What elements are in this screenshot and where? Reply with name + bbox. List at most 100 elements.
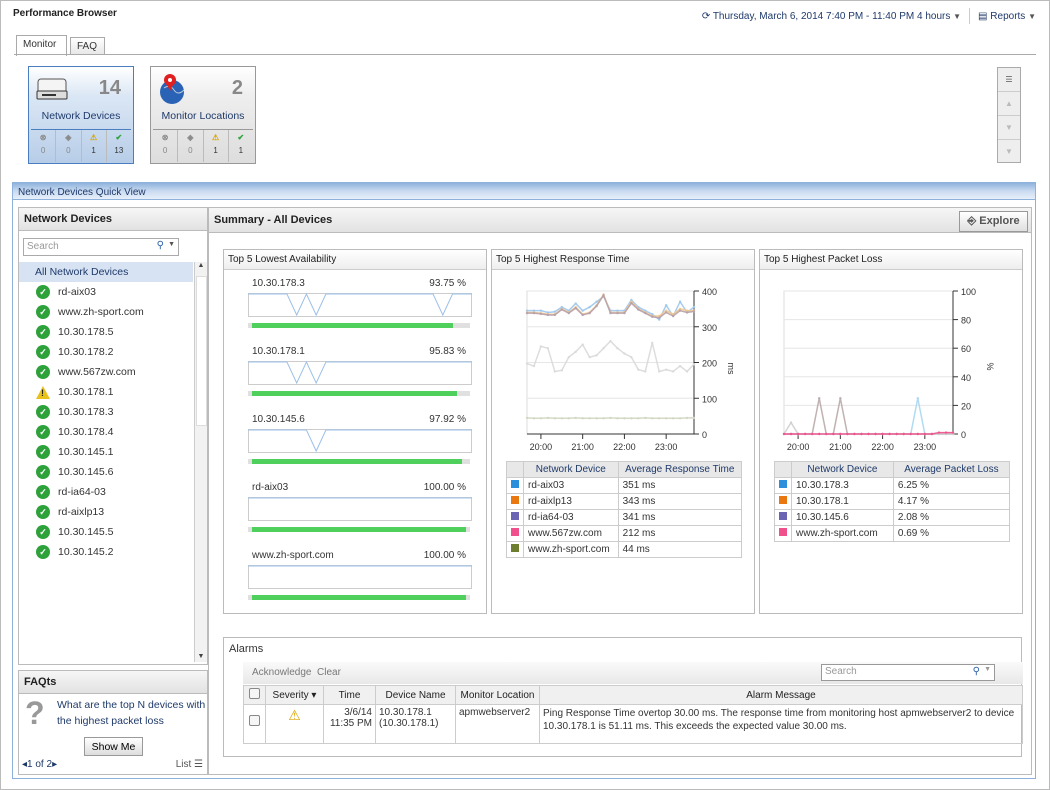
data-point xyxy=(916,397,919,400)
scroll-end-icon[interactable]: ▼ xyxy=(1005,147,1013,156)
list-item[interactable]: ✓ 10.30.145.1 xyxy=(19,442,193,462)
list-item[interactable]: ✓ 10.30.178.3 xyxy=(19,402,193,422)
list-item[interactable]: ! 10.30.178.1 xyxy=(19,382,193,402)
acknowledge-button[interactable]: Acknowledge xyxy=(252,667,312,678)
alarm-device: 10.30.178.1 (10.30.178.1) xyxy=(375,704,456,744)
scrollbar[interactable]: ▲ ▼ xyxy=(194,262,207,662)
faq-list-link[interactable]: List ☰ xyxy=(175,759,203,770)
list-view-icon[interactable]: ☰ xyxy=(998,68,1020,92)
list-item[interactable]: ✓ 10.30.145.2 xyxy=(19,542,193,562)
availability-item[interactable]: 10.30.178.1 95.83 % xyxy=(248,346,472,396)
data-point xyxy=(546,311,550,314)
data-point xyxy=(651,417,654,420)
series-color-swatch xyxy=(511,512,519,520)
column-header[interactable]: Average Response Time xyxy=(617,461,743,478)
y-tick-label: 0 xyxy=(702,430,707,440)
stat-warning[interactable]: ⚠ 1 xyxy=(204,130,229,162)
data-point xyxy=(644,370,647,373)
column-header-time[interactable]: Time xyxy=(323,685,376,705)
table-row[interactable]: 10.30.145.6 2.08 % xyxy=(774,509,1011,526)
column-header-message[interactable]: Alarm Message xyxy=(539,685,1023,705)
list-item-all-devices[interactable]: All Network Devices xyxy=(19,262,193,282)
table-row[interactable]: www.567zw.com 212 ms xyxy=(506,525,743,542)
alarm-row[interactable]: ⚠ 3/6/14 11:35 PM 10.30.178.1 (10.30.178… xyxy=(243,704,1023,744)
table-row[interactable]: 10.30.178.1 4.17 % xyxy=(774,493,1011,510)
clear-button[interactable]: Clear xyxy=(317,667,341,678)
tab-monitor[interactable]: Monitor xyxy=(16,35,67,56)
column-header-severity[interactable]: Severity ▾ xyxy=(265,685,324,705)
tile-network-devices[interactable]: 14 Network Devices ⊗ 0 ◈ 0 ⚠ 1 ✔ 13 xyxy=(28,66,134,164)
check-icon: ✓ xyxy=(36,545,50,559)
tile-scroller[interactable]: ☰ ▲ ▼ ▼ xyxy=(997,67,1021,163)
table-row[interactable]: www.zh-sport.com 0.69 % xyxy=(774,525,1011,542)
reports-menu[interactable]: ▤ Reports ▼ xyxy=(978,10,1036,22)
stat-unknown[interactable]: ◈ 0 xyxy=(56,130,82,162)
time-range-selector[interactable]: ⟳ Thursday, March 6, 2014 7:40 PM - 11:4… xyxy=(701,10,962,22)
table-row[interactable]: 10.30.178.3 6.25 % xyxy=(774,477,1011,494)
explore-button[interactable]: ⎆ Explore xyxy=(959,211,1028,232)
scroll-up-icon[interactable]: ▲ xyxy=(998,92,1020,116)
data-point xyxy=(692,305,696,309)
data-point xyxy=(630,301,633,305)
list-item[interactable]: ✓ rd-ia64-03 xyxy=(19,482,193,502)
tile-monitor-locations[interactable]: 2 Monitor Locations ⊗ 0 ◈ 0 ⚠ 1 ✔ 1 xyxy=(150,66,256,164)
data-point xyxy=(574,306,577,310)
stat-down[interactable]: ⊗ 0 xyxy=(31,130,57,162)
column-header[interactable]: Network Device xyxy=(791,461,894,478)
data-point xyxy=(602,347,605,350)
alarm-location: apmwebserver2 xyxy=(455,704,540,744)
faqts-panel: FAQts ? What are the top N devices with … xyxy=(18,670,208,775)
data-point xyxy=(678,300,682,303)
availability-bar-fill xyxy=(252,459,462,464)
scroll-down-icon[interactable]: ▼ xyxy=(998,116,1020,140)
alarms-table: Severity ▾ Time Device Name Monitor Loca… xyxy=(243,685,1023,744)
table-row[interactable]: www.zh-sport.com 44 ms xyxy=(506,541,743,558)
data-point xyxy=(664,304,668,307)
list-item[interactable]: ✓ 10.30.145.5 xyxy=(19,522,193,542)
stat-ok[interactable]: ✔ 13 xyxy=(114,133,124,155)
data-point xyxy=(532,364,536,368)
list-item[interactable]: ✓ 10.30.178.2 xyxy=(19,342,193,362)
list-item[interactable]: ✓ 10.30.178.4 xyxy=(19,422,193,442)
search-icon[interactable]: ⚲ xyxy=(156,240,164,251)
availability-item[interactable]: www.zh-sport.com 100.00 % xyxy=(248,550,472,600)
data-point xyxy=(685,416,689,420)
column-header[interactable]: Average Packet Loss xyxy=(892,461,1011,478)
availability-item[interactable]: 10.30.178.3 93.75 % xyxy=(248,278,472,328)
y-tick-label: 200 xyxy=(702,359,717,369)
stat-warning[interactable]: ⚠ 1 xyxy=(82,130,107,162)
alarm-search-input[interactable]: Search ⚲ ▼ xyxy=(821,664,995,681)
list-item[interactable]: ✓ 10.30.145.6 xyxy=(19,462,193,482)
table-row[interactable]: rd-aixlp13 343 ms xyxy=(506,493,743,510)
y-tick-label: 300 xyxy=(702,323,717,333)
faq-pager[interactable]: ◂1 of 2▸ xyxy=(22,759,58,770)
data-point xyxy=(525,311,529,315)
availability-item[interactable]: 10.30.145.6 97.92 % xyxy=(248,414,472,464)
data-point xyxy=(616,311,619,315)
stat-down[interactable]: ⊗ 0 xyxy=(153,130,179,162)
sparkline-line xyxy=(248,293,472,317)
availability-item[interactable]: rd-aix03 100.00 % xyxy=(248,482,472,532)
device-search-input[interactable]: Search ⚲ ▼ xyxy=(23,238,179,256)
chevron-down-icon[interactable]: ▼ xyxy=(168,241,175,248)
list-item[interactable]: ✓ 10.30.178.5 xyxy=(19,322,193,342)
table-row[interactable]: rd-aix03 351 ms xyxy=(506,477,743,494)
device-name: rd-aix03 xyxy=(58,286,96,298)
list-item[interactable]: ✓ rd-aix03 xyxy=(19,282,193,302)
table-row[interactable]: rd-ia64-03 341 ms xyxy=(506,509,743,526)
data-point xyxy=(881,432,884,436)
tab-faq[interactable]: FAQ xyxy=(70,37,105,55)
column-header[interactable]: Network Device xyxy=(523,461,619,478)
list-item[interactable]: ✓ rd-aixlp13 xyxy=(19,502,193,522)
select-all-checkbox[interactable] xyxy=(249,688,260,699)
column-header-device[interactable]: Device Name xyxy=(375,685,456,705)
list-item[interactable]: ✓ www.zh-sport.com xyxy=(19,302,193,322)
stat-unknown[interactable]: ◈ 0 xyxy=(178,130,204,162)
row-checkbox[interactable] xyxy=(249,715,260,726)
list-item[interactable]: ✓ www.567zw.com xyxy=(19,362,193,382)
show-me-button[interactable]: Show Me xyxy=(84,737,143,756)
check-icon: ✓ xyxy=(36,485,50,499)
column-header-location[interactable]: Monitor Location xyxy=(455,685,540,705)
device-name: www.zh-sport.com xyxy=(791,525,894,542)
stat-ok[interactable]: ✔ 1 xyxy=(237,133,245,155)
